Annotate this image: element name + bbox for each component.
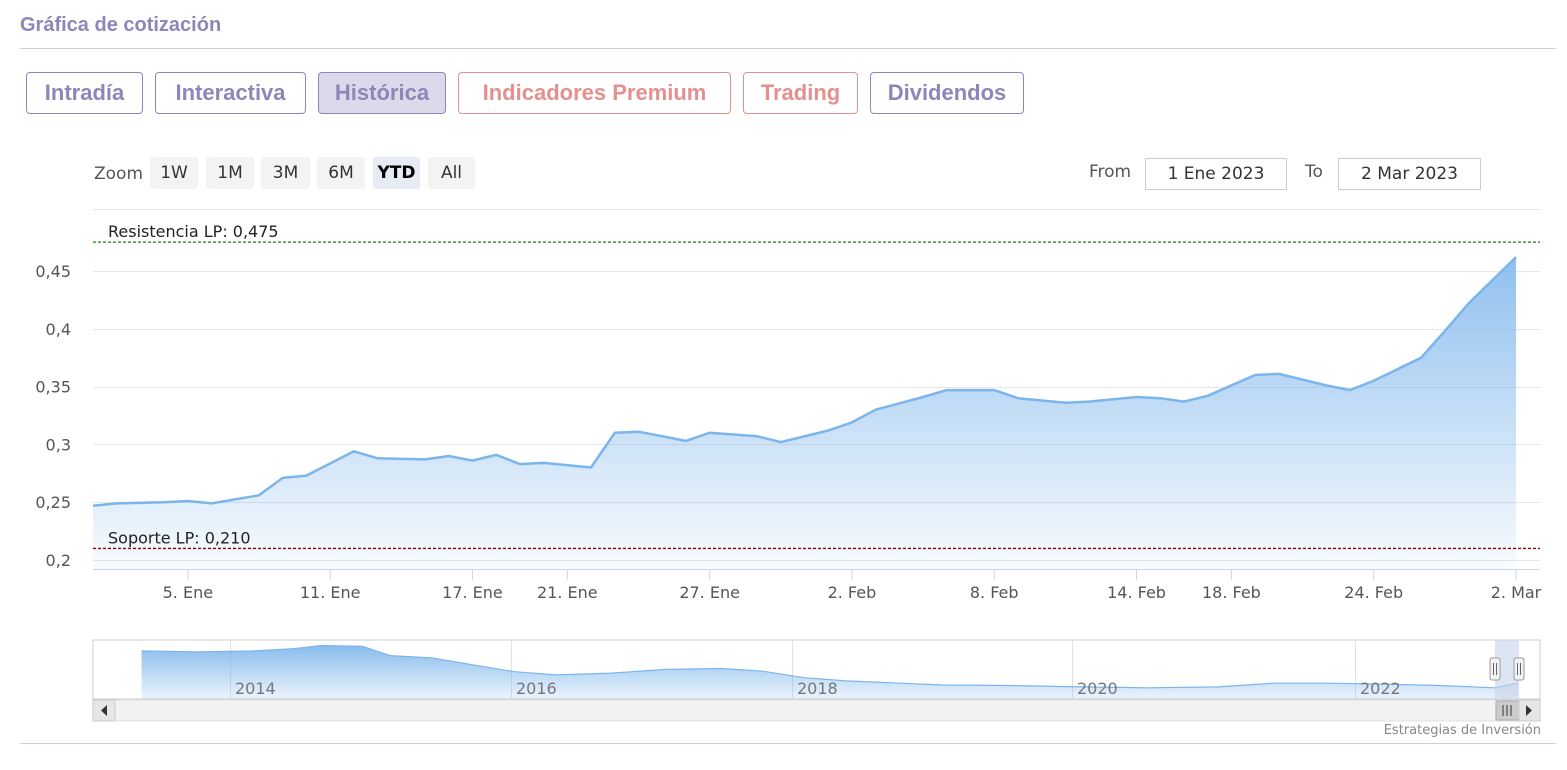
zoom-label: Zoom <box>94 164 144 184</box>
x-tick-label: 17. Ene <box>442 583 503 602</box>
x-axis-labels: 5. Ene 11. Ene 17. Ene 21. Ene 27. Ene 2. Feb… <box>163 570 1542 602</box>
x-tick-label: 21. Ene <box>537 583 598 602</box>
scrollbar-thumb <box>1495 700 1521 721</box>
navigator: 2014 2016 2018 2020 2022 <box>92 639 1541 722</box>
navigator-line <box>141 644 1519 689</box>
tab-interactiva[interactable]: Interactiva <box>155 72 306 114</box>
tab-dividendos[interactable]: Dividendos <box>870 72 1024 114</box>
chevron-right-icon <box>1526 705 1532 716</box>
y-tick-label: 0,25 <box>35 493 71 512</box>
x-tick-label: 11. Ene <box>300 583 361 602</box>
from-date-input[interactable]: 1 Ene 2023 <box>1145 158 1287 190</box>
from-label: From <box>1089 162 1132 182</box>
series-line <box>92 256 1517 507</box>
resistance-label: Resistencia LP: 0,475 <box>108 222 279 241</box>
scrollbar-track <box>92 699 1541 722</box>
navigator-handle-left <box>1489 657 1501 681</box>
x-tick-label: 18. Feb <box>1202 583 1261 602</box>
x-tick-label: 2. Mar <box>1491 583 1542 602</box>
x-tick-label: 14. Feb <box>1107 583 1166 602</box>
series-area-fill <box>93 257 1516 569</box>
y-tick-label: 0,45 <box>35 262 71 281</box>
navigator-year-label: 2022 <box>1360 679 1401 698</box>
x-tick-label: 24. Feb <box>1344 583 1403 602</box>
to-label: To <box>1305 162 1323 182</box>
navigator-area <box>141 645 1519 699</box>
grid-lines <box>93 209 1540 570</box>
navigator-selection <box>1495 640 1519 699</box>
series-area <box>92 256 1517 569</box>
tab-intradía[interactable]: Intradía <box>26 72 143 114</box>
plot-lines: Resistencia LP: 0,475 Soporte LP: 0,210 <box>93 222 1540 550</box>
y-tick-label: 0,2 <box>46 551 71 570</box>
navigator-frame <box>92 639 1541 700</box>
zoom-button-3m[interactable]: 3M <box>261 157 310 189</box>
navigator-year-label: 2016 <box>516 679 557 698</box>
x-tick-label: 2. Feb <box>828 583 877 602</box>
navigator-year-label: 2014 <box>235 679 276 698</box>
bottom-divider <box>20 743 1556 744</box>
support-label: Soporte LP: 0,210 <box>108 528 251 547</box>
zoom-button-all[interactable]: All <box>428 157 475 189</box>
zoom-button-6m[interactable]: 6M <box>317 157 365 189</box>
navigator-year-label: 2018 <box>797 679 838 698</box>
x-tick-label: 8. Feb <box>970 583 1019 602</box>
x-tick-label: 5. Ene <box>163 583 213 602</box>
x-tick-label: 27. Ene <box>679 583 740 602</box>
navigator-year-label: 2020 <box>1077 679 1118 698</box>
scrollbar-right-button <box>1518 699 1541 722</box>
tab-histórica[interactable]: Histórica <box>318 72 446 114</box>
tab-trading[interactable]: Trading <box>743 72 858 114</box>
zoom-button-1w[interactable]: 1W <box>150 157 198 189</box>
y-axis-labels: 0,2 0,25 0,3 0,35 0,4 0,45 <box>35 262 71 570</box>
y-tick-label: 0,4 <box>46 320 71 339</box>
y-tick-label: 0,3 <box>46 435 71 454</box>
to-date-input[interactable]: 2 Mar 2023 <box>1338 158 1481 190</box>
zoom-button-1m[interactable]: 1M <box>206 157 254 189</box>
section-title: Gráfica de cotización <box>20 14 222 36</box>
chevron-left-icon <box>101 705 107 716</box>
tab-indicadores-premium[interactable]: Indicadores Premium <box>458 72 731 114</box>
scrollbar-left-button <box>92 699 116 722</box>
zoom-button-ytd[interactable]: YTD <box>373 157 420 189</box>
navigator-handle-right <box>1513 657 1525 681</box>
y-tick-label: 0,35 <box>35 378 71 397</box>
title-divider <box>20 48 1556 49</box>
chart-credit: Estrategias de Inversión <box>1383 723 1541 738</box>
